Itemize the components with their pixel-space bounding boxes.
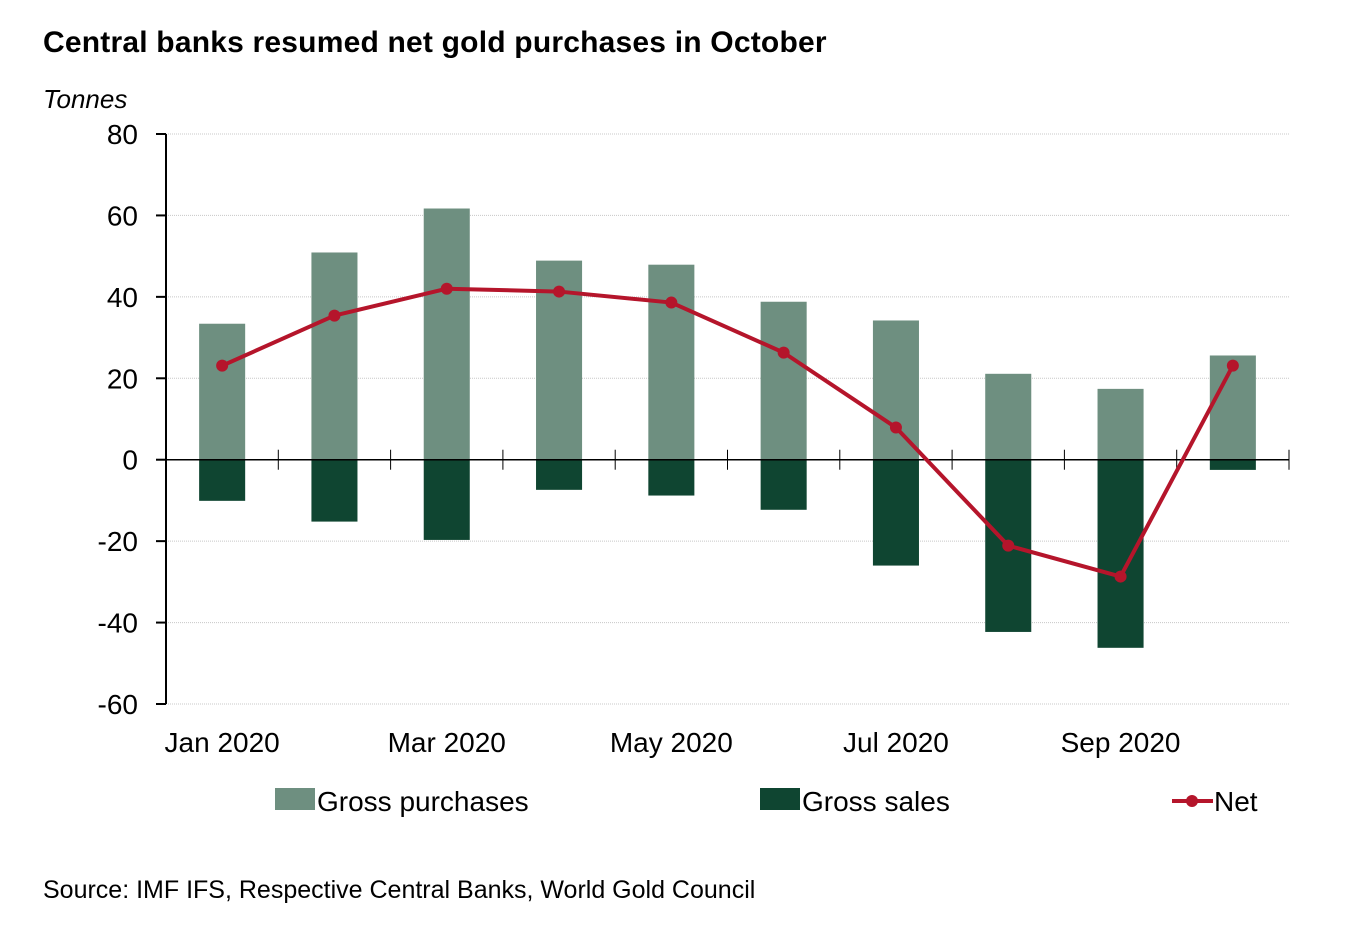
y-tick-label: 40 — [107, 282, 138, 313]
bar-gross-sales — [311, 459, 358, 522]
bar-gross-purchases — [872, 320, 919, 460]
bar-gross-sales — [423, 459, 470, 540]
bar-gross-sales — [1097, 459, 1144, 648]
bar-gross-sales — [648, 459, 695, 496]
x-tick-label: Sep 2020 — [1061, 727, 1181, 758]
bars — [199, 208, 1256, 648]
legend-swatch-net-marker — [1186, 795, 1198, 807]
bar-gross-purchases — [760, 301, 807, 460]
legend-label-gross-purchases: Gross purchases — [317, 786, 529, 817]
bar-gross-sales — [536, 459, 583, 490]
x-tick-label: Jul 2020 — [843, 727, 949, 758]
bar-gross-purchases — [311, 252, 358, 460]
net-point — [440, 282, 453, 295]
y-tick-label: 80 — [107, 119, 138, 150]
y-tick-label: 0 — [122, 445, 138, 476]
y-tick-label: -60 — [98, 689, 138, 720]
y-tick-label: -20 — [98, 526, 138, 557]
net-point — [889, 421, 902, 434]
legend-label-net: Net — [1214, 786, 1258, 817]
net-point — [216, 359, 229, 372]
bar-gross-sales — [760, 459, 807, 510]
net-point — [328, 309, 341, 322]
net-point — [1114, 570, 1127, 583]
bar-gross-purchases — [648, 264, 695, 460]
net-point — [1226, 359, 1239, 372]
legend-swatch-gross-sales — [760, 788, 800, 810]
y-axis-label: Tonnes — [43, 84, 128, 114]
bar-gross-sales — [872, 459, 919, 566]
x-tick-labels: Jan 2020 Mar 2020 May 2020 Jul 2020 Sep 2020 — [165, 727, 1181, 758]
source-note: Source: IMF IFS, Respective Central Bank… — [43, 876, 756, 904]
net-line — [221, 286, 1235, 579]
bar-gross-purchases — [1209, 355, 1256, 460]
bar-gross-sales — [1209, 459, 1256, 470]
legend-swatch-gross-purchases — [275, 788, 315, 810]
net-point — [1002, 539, 1015, 552]
bar-gross-purchases — [199, 323, 246, 460]
bar-gross-purchases — [1097, 388, 1144, 460]
legend: Gross purchases Gross sales Net — [275, 786, 1258, 817]
net-point — [553, 285, 566, 298]
net-point — [777, 346, 790, 359]
bar-gross-sales — [199, 459, 246, 501]
y-tick-label: 60 — [107, 200, 138, 231]
axes — [156, 133, 1290, 705]
x-tick-label: Mar 2020 — [388, 727, 506, 758]
legend-label-gross-sales: Gross sales — [802, 786, 950, 817]
y-tick-label: 20 — [107, 363, 138, 394]
chart-title: Central banks resumed net gold purchases… — [43, 26, 827, 59]
y-tick-labels: 80 60 40 20 0 -20 -40 -60 — [98, 119, 138, 720]
x-tick-label: Jan 2020 — [165, 727, 280, 758]
net-line-group — [216, 282, 1239, 583]
bar-gross-purchases — [423, 208, 470, 460]
bar-gross-purchases — [985, 373, 1032, 460]
net-point — [665, 296, 678, 309]
x-tick-label: May 2020 — [610, 727, 733, 758]
y-tick-label: -40 — [98, 608, 138, 639]
